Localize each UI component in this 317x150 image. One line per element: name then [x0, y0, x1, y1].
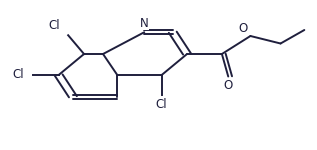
- Text: O: O: [239, 22, 248, 35]
- Text: O: O: [223, 79, 233, 92]
- Text: Cl: Cl: [156, 98, 167, 111]
- Text: Cl: Cl: [49, 19, 60, 32]
- Text: N: N: [140, 16, 149, 30]
- Text: Cl: Cl: [12, 69, 24, 81]
